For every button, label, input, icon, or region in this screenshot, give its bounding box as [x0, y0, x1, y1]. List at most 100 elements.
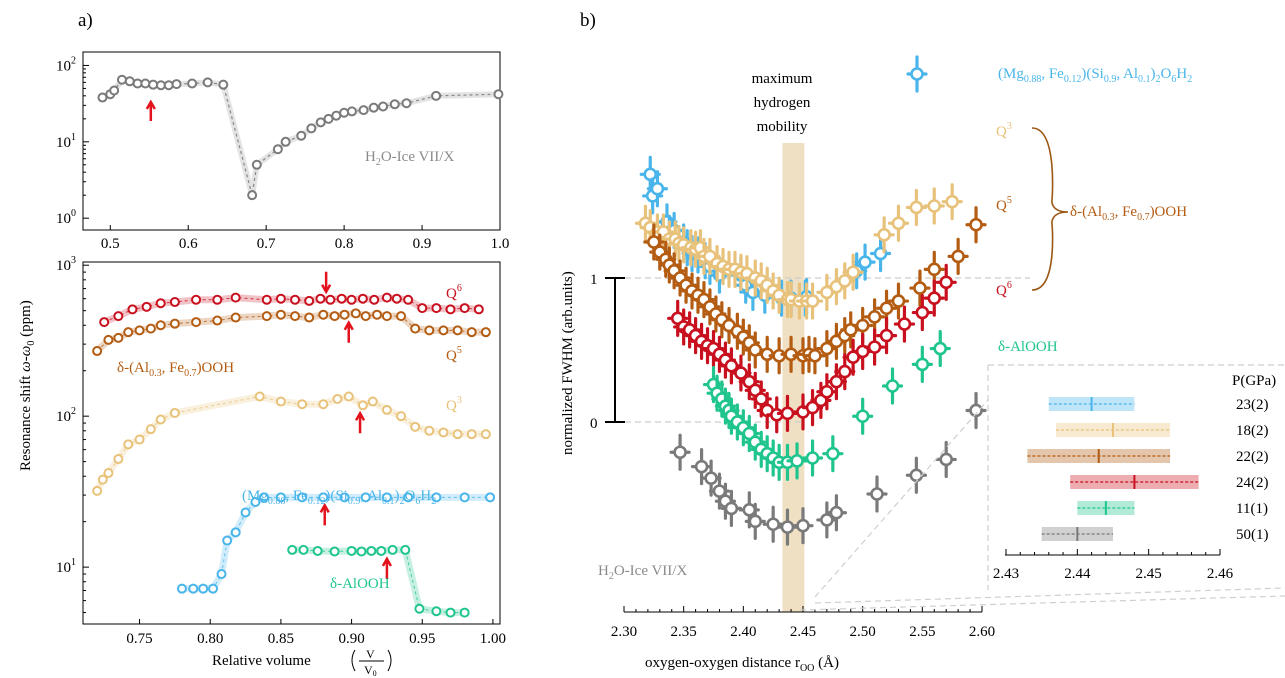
xlabel-num: V [366, 647, 375, 661]
data-point [99, 317, 110, 328]
data-point [829, 505, 844, 520]
data-point [163, 80, 174, 91]
data-point [171, 79, 182, 90]
data-point [915, 357, 930, 372]
inset-marks: 2.43 2.44 2.45 2.46 23(2) 18(2) 22(2) 24(2) 11(1… [993, 397, 1269, 582]
mg-label-a: (Mg0.88, Fe0.12)(Si0.9, Al0.1)2O6H2 [242, 488, 436, 507]
data-point [155, 298, 166, 309]
red-arrow [145, 99, 156, 121]
y-tick-label: 102 [56, 55, 76, 74]
data-point [820, 513, 834, 527]
data-point [480, 429, 491, 440]
data-point [275, 396, 286, 407]
data-point [134, 434, 145, 445]
aloo-label-b: δ-AlOOH [998, 339, 1058, 355]
data-point [754, 392, 769, 406]
q6-label: Q6 [446, 283, 462, 302]
data-point [424, 425, 435, 436]
data-point [261, 294, 272, 305]
data-point [438, 427, 449, 438]
data-point [445, 304, 456, 315]
data-point [198, 583, 209, 594]
inset-pressure-label: 23(2) [1236, 397, 1269, 413]
data-point [485, 492, 496, 503]
panel-b-ylabel: normalized FWHM (arb.units) [560, 271, 576, 455]
scale-tick-1: 1 [590, 272, 598, 288]
data-point [969, 217, 983, 232]
data-point [230, 527, 241, 538]
data-point [724, 501, 739, 516]
data-point [346, 294, 357, 305]
data-point [176, 583, 187, 594]
x-tick-label: 2.35 [671, 624, 697, 640]
x-tick-label: 0.7 [257, 236, 276, 252]
data-point [401, 98, 412, 109]
data-point [222, 535, 233, 546]
data-point [191, 317, 202, 328]
panel-a-top-frame [82, 51, 501, 231]
data-point [109, 85, 120, 96]
data-point [306, 123, 317, 134]
data-point [927, 262, 942, 277]
x-tick-label: 2.44 [1064, 566, 1091, 582]
x-tick-label: 2.60 [969, 624, 995, 640]
data-point [230, 312, 241, 323]
x-tick-label: 0.6 [179, 236, 198, 252]
fit-halo [94, 392, 486, 493]
data-point [318, 492, 329, 503]
data-point [280, 136, 291, 147]
data-point [915, 305, 930, 320]
ice-label-b: H2O-Ice VII/X [598, 563, 687, 582]
inset-pressure-label: 22(2) [1236, 449, 1269, 465]
data-point [939, 275, 954, 290]
panel-a-xlabel-text: Relative volume [212, 653, 311, 669]
x-tick-label: 2.46 [1207, 566, 1234, 582]
panel-b-marks [634, 55, 987, 546]
data-point [155, 414, 166, 425]
data-point [734, 366, 748, 380]
data-point [381, 492, 392, 503]
x-tick-label: 0.9 [413, 236, 432, 252]
data-point [145, 424, 156, 435]
data-point [323, 113, 334, 124]
data-point [909, 200, 924, 215]
data-point [296, 130, 307, 141]
data-point [855, 409, 870, 424]
data-point [846, 265, 860, 280]
panel-a-top: 0.5 0.6 0.7 0.8 0.9 1.0 100 101 102 H2O-Ice VII/… [56, 51, 509, 252]
data-point [445, 607, 456, 618]
data-point [452, 325, 463, 336]
data-point [837, 364, 852, 379]
data-point [396, 311, 407, 322]
data-point [123, 439, 134, 450]
data-point [381, 292, 392, 303]
data-point [790, 454, 804, 468]
data-point [134, 325, 145, 336]
y-tick-label: 103 [56, 255, 76, 274]
data-point [877, 228, 891, 242]
data-point [452, 429, 463, 440]
delta-brace [1031, 127, 1069, 291]
inset-pressure-label: 50(1) [1236, 527, 1269, 543]
x-tick-label: 0.75 [126, 631, 152, 647]
data-point [332, 393, 343, 404]
data-point [251, 159, 262, 170]
data-point [927, 199, 942, 213]
panel-b-label: b) [580, 10, 596, 31]
inset-header: P(GPa) [1232, 373, 1276, 389]
data-point [829, 374, 844, 389]
data-point [247, 190, 258, 201]
data-point [290, 294, 301, 305]
data-point [431, 606, 442, 617]
data-point [643, 167, 658, 182]
data-point [287, 544, 298, 555]
data-point [820, 384, 834, 399]
data-point [466, 429, 477, 440]
data-point [325, 294, 336, 305]
inset-pressure-label: 11(1) [1236, 501, 1268, 517]
data-point [459, 492, 470, 503]
y-tick-label: 101 [56, 132, 76, 151]
data-point [891, 294, 906, 308]
data-point [366, 545, 377, 556]
